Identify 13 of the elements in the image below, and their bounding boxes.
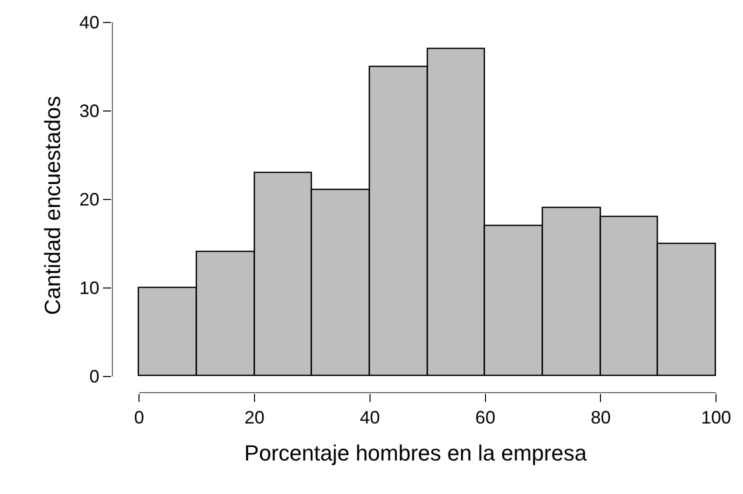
y-axis-title: Cantidad encuestados [40,96,66,315]
x-tick-label: 60 [475,408,496,428]
y-tick-label: 40 [79,12,100,33]
x-tick-label: 40 [360,408,380,428]
y-tick-label: 30 [79,101,100,122]
x-tick-label: 20 [244,408,265,428]
x-tick-label: 100 [701,408,732,428]
x-axis-title: Porcentaje hombres en la empresa [244,440,588,466]
x-tick-label: 0 [134,408,144,428]
x-tick-label: 80 [590,408,611,428]
y-tick-label: 10 [79,278,100,298]
y-tick-label: 0 [89,366,100,387]
y-tick-label: 20 [79,190,100,210]
